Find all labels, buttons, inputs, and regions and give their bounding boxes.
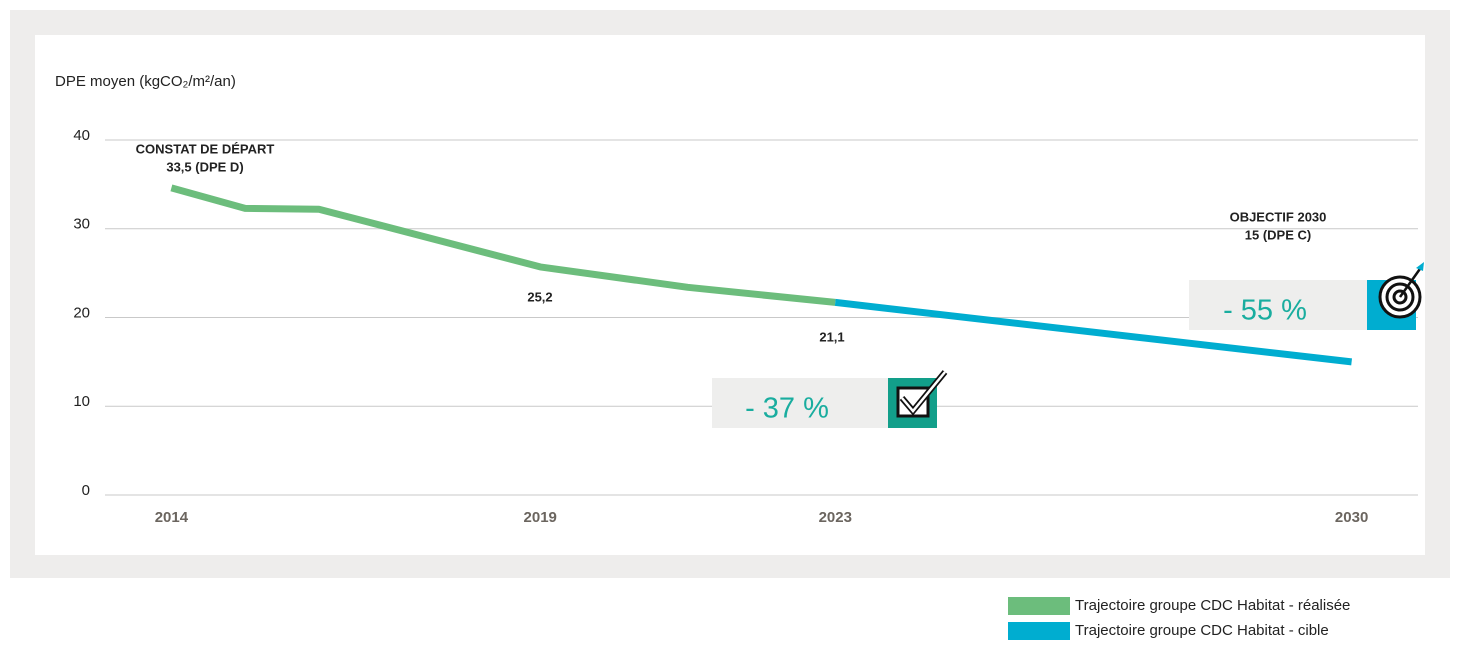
x-tick-label: 2030	[1335, 509, 1368, 526]
data-line	[170, 184, 836, 306]
badge-background	[1189, 280, 1369, 330]
x-tick-label: 2019	[524, 509, 557, 526]
target-ring	[1392, 289, 1408, 305]
legend-label: Trajectoire groupe CDC Habitat - réalisé…	[1075, 597, 1350, 614]
y-tick-label: 30	[73, 216, 90, 233]
annotation-text: 33,5 (DPE D)	[166, 159, 243, 174]
y-tick-label: 40	[73, 127, 90, 144]
annotation-text: 21,1	[819, 329, 844, 344]
target-arrow	[1398, 265, 1424, 298]
legend-swatch	[1008, 597, 1070, 615]
y-tick-label: 10	[73, 393, 90, 410]
x-tick-label: 2014	[155, 509, 189, 526]
check-mark-inner	[901, 371, 946, 413]
badge-label: - 37 %	[745, 393, 829, 425]
badge-label: - 55 %	[1223, 295, 1307, 327]
legend-label: Trajectoire groupe CDC Habitat - cible	[1075, 622, 1329, 639]
annotation-title: OBJECTIF 2030	[1230, 209, 1327, 224]
target-ring	[1385, 282, 1415, 312]
legend-swatch	[1008, 622, 1070, 640]
data-line	[834, 298, 1353, 366]
annotation-title: CONSTAT DE DÉPART	[136, 141, 275, 156]
y-axis-label: DPE moyen (kgCO₂/m²/an)	[55, 73, 236, 90]
y-tick-label: 20	[73, 304, 90, 321]
annotation-text: 15 (DPE C)	[1245, 227, 1311, 242]
annotation-text: 25,2	[527, 289, 552, 304]
y-tick-label: 0	[82, 482, 90, 499]
target-arrow-tip	[1416, 262, 1424, 271]
badge-background	[712, 378, 890, 428]
x-tick-label: 2023	[819, 509, 852, 526]
